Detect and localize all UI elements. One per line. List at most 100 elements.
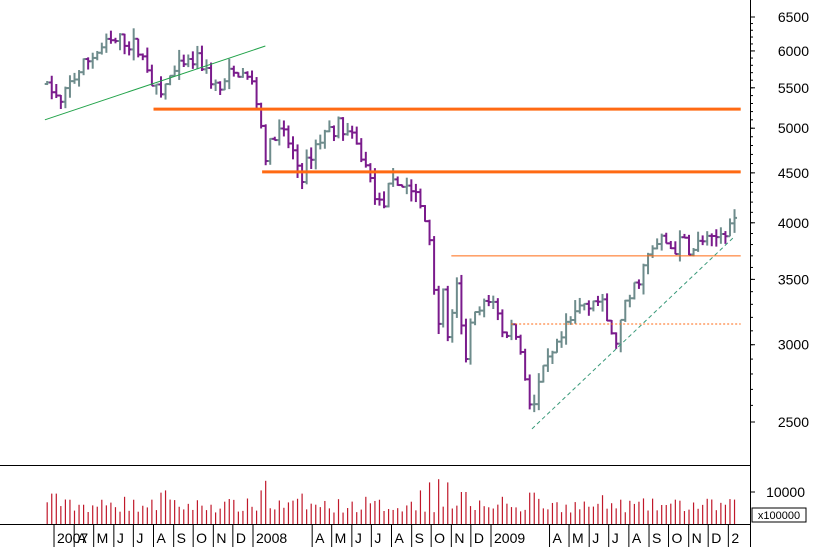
price-bar <box>135 37 141 58</box>
price-bar <box>331 125 337 142</box>
price-bar <box>94 50 100 61</box>
price-bar <box>463 318 469 363</box>
price-axis: 2500 3000 3500 4000 4500 5000 5500 6000 6500 <box>750 9 809 430</box>
price-bar <box>677 230 683 262</box>
price-bar <box>522 348 528 381</box>
price-bar <box>363 151 369 168</box>
price-bar <box>345 122 351 136</box>
price-bar <box>581 302 587 311</box>
price-bar <box>504 331 510 339</box>
month-label: M <box>97 530 109 546</box>
month-label: D <box>711 530 721 546</box>
price-bar <box>386 182 392 208</box>
price-bar <box>308 147 314 169</box>
month-label: N <box>692 530 702 546</box>
price-bar <box>408 179 414 202</box>
price-bar <box>144 47 150 73</box>
price-bar <box>226 58 232 90</box>
price-tick-label: 5000 <box>778 120 809 136</box>
price-bar <box>604 293 610 322</box>
price-bar <box>322 129 328 149</box>
price-bar <box>217 81 223 95</box>
price-bar <box>654 238 660 250</box>
month-label: M <box>572 530 584 546</box>
price-bar <box>691 248 697 257</box>
price-bar <box>131 28 137 61</box>
price-bar <box>117 33 123 51</box>
price-bar <box>554 338 560 354</box>
volume-tick-label: 10000 <box>766 484 805 500</box>
price-bar <box>249 70 255 85</box>
price-bar <box>44 81 50 86</box>
price-bar <box>272 136 278 142</box>
price-bar <box>572 300 578 324</box>
price-bar <box>732 209 738 233</box>
price-bar <box>326 120 332 133</box>
price-bar <box>472 311 478 326</box>
price-bar <box>659 233 665 251</box>
price-bar <box>681 233 687 239</box>
price-tick-label: 4500 <box>778 165 809 181</box>
price-tick-label: 5500 <box>778 80 809 96</box>
price-bar <box>545 348 551 372</box>
price-bar <box>549 350 555 364</box>
price-bar <box>244 71 250 80</box>
price-bar <box>76 70 82 87</box>
price-bar <box>290 136 296 160</box>
price-bar <box>213 79 219 92</box>
price-bar <box>536 373 542 411</box>
price-bar <box>704 231 710 246</box>
price-bar <box>99 42 105 55</box>
month-label: S <box>177 530 186 546</box>
price-bar <box>190 51 196 69</box>
chart-frame <box>0 0 751 547</box>
price-bar <box>285 125 291 149</box>
price-bar <box>231 65 237 77</box>
price-bar <box>263 124 269 166</box>
price-bar <box>431 236 437 295</box>
price-bar <box>722 231 728 244</box>
month-label: A <box>553 530 563 546</box>
month-label: 2 <box>731 530 739 546</box>
price-tick-label: 6000 <box>778 43 809 59</box>
price-bar <box>149 64 155 87</box>
price-bar <box>85 57 91 70</box>
month-label: J <box>117 530 124 546</box>
price-bar <box>622 299 628 322</box>
month-label: D <box>474 530 484 546</box>
price-bar <box>540 364 546 383</box>
price-bar <box>81 58 87 76</box>
month-label: O <box>434 530 445 546</box>
price-bar <box>618 318 624 353</box>
month-label: M <box>335 530 347 546</box>
price-bar <box>458 274 464 335</box>
year-label: 2009 <box>494 530 525 546</box>
price-bar <box>376 192 382 206</box>
price-bar <box>222 78 228 91</box>
month-label: D <box>236 530 246 546</box>
price-bar <box>181 54 187 68</box>
price-bar <box>627 294 633 308</box>
price-bar <box>449 309 455 343</box>
price-bar <box>499 309 505 338</box>
price-bar <box>468 318 474 365</box>
price-bar <box>399 184 405 188</box>
volume-multiplier-label: x100000 <box>758 510 800 522</box>
price-tick-label: 2500 <box>778 414 809 430</box>
trend-line-1 <box>44 45 266 121</box>
price-bar <box>313 139 319 170</box>
price-bar <box>527 374 533 410</box>
month-label: N <box>216 530 226 546</box>
price-bar <box>281 120 287 137</box>
price-bar <box>372 168 378 205</box>
month-label: J <box>136 530 143 546</box>
price-bar <box>140 53 146 61</box>
month-label: A <box>395 530 405 546</box>
price-bar <box>440 288 446 328</box>
price-bar <box>613 332 619 349</box>
price-bar <box>126 41 132 56</box>
month-label: J <box>374 530 381 546</box>
price-bar <box>718 227 724 244</box>
month-label: J <box>355 530 362 546</box>
